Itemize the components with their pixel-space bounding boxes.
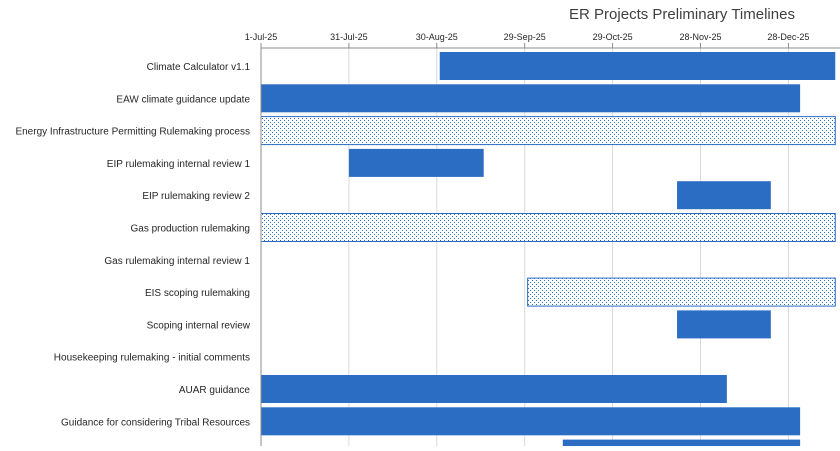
task-bar-pattern <box>260 116 836 146</box>
task-label: Gas production rulemaking <box>130 224 250 235</box>
x-tick-label: 28-Nov-25 <box>679 32 721 42</box>
task-label: Guidance for considering Tribal Resource… <box>61 417 250 428</box>
task-bar <box>261 407 801 436</box>
x-tick-label: 31-Jul-25 <box>330 32 368 42</box>
task-bar <box>261 84 801 113</box>
x-tick-label: 30-Aug-25 <box>416 32 458 42</box>
task-bar <box>261 375 727 403</box>
task-label: Gas rulemaking internal review 1 <box>104 256 250 267</box>
task-label: Housekeeping rulemaking - initial commen… <box>54 353 250 364</box>
task-label: Energy Infrastructure Permitting Rulemak… <box>15 127 250 138</box>
task-label: AUAR guidance <box>179 385 251 396</box>
x-tick-label: 29-Oct-25 <box>593 32 633 42</box>
task-label: EIS scoping rulemaking <box>145 288 250 299</box>
x-tick-label: 1-Jul-25 <box>245 32 278 42</box>
task-bar <box>562 439 801 451</box>
task-label: EAW climate guidance update <box>116 94 250 105</box>
label-layer: Climate Calculator v1.1 EAW climate guida… <box>15 62 250 428</box>
task-bar <box>348 148 484 177</box>
task-label: EIP rulemaking internal review 1 <box>107 159 251 170</box>
bar-layer <box>260 52 836 451</box>
grid-layer <box>260 48 789 446</box>
task-bar <box>439 52 836 80</box>
task-label: EIP rulemaking review 2 <box>142 191 250 202</box>
task-bar-pattern <box>527 277 836 307</box>
x-tick-label: 29-Sep-25 <box>504 32 546 42</box>
task-label: Scoping internal review <box>147 320 251 331</box>
task-bar-pattern <box>260 213 836 242</box>
task-label: Climate Calculator v1.1 <box>147 62 251 73</box>
task-bar <box>677 181 771 210</box>
axis-layer: 1-Jul-25 31-Jul-25 30-Aug-25 29-Sep-25 29-Oc… <box>245 32 840 446</box>
chart-title: ER Projects Preliminary Timelines <box>569 6 795 23</box>
x-tick-label: 28-Dec-25 <box>767 32 809 42</box>
task-bar <box>677 310 771 339</box>
